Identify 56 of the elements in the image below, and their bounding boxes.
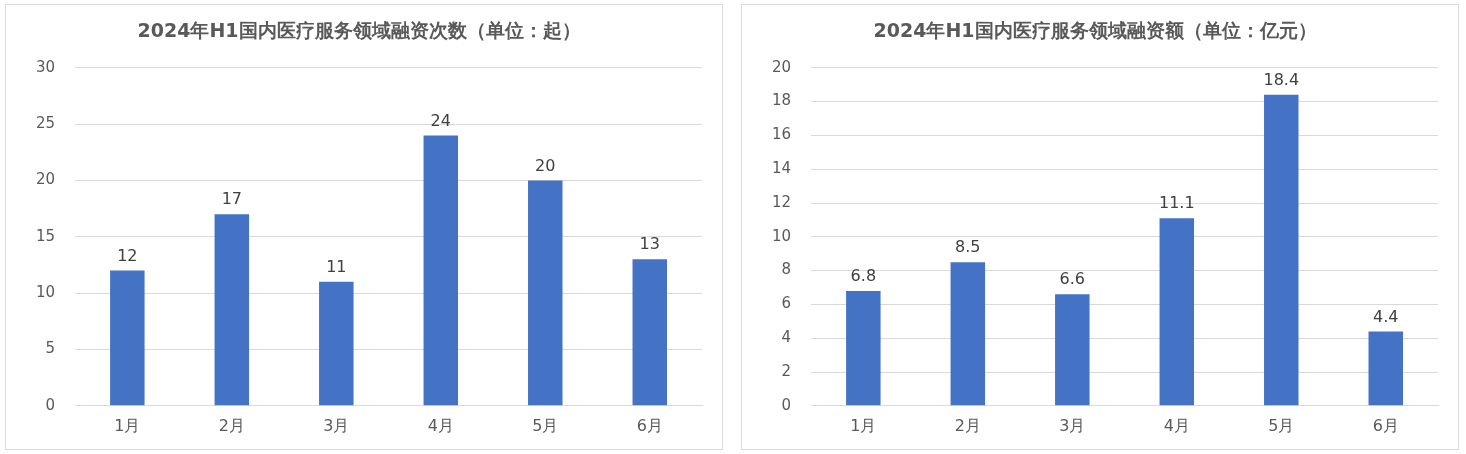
x-tick-label: 5月: [1268, 415, 1295, 435]
y-tick-label: 10: [35, 283, 56, 302]
data-label: 11: [326, 257, 347, 277]
x-tick-label: 2月: [954, 415, 981, 435]
bar: [214, 214, 250, 406]
y-tick-label: 25: [35, 114, 56, 133]
bar: [632, 259, 667, 406]
x-tick-label: 3月: [323, 415, 350, 435]
data-label: 17: [221, 189, 242, 209]
y-tick-label: 30: [35, 57, 56, 76]
y-tick-label: 0: [45, 395, 56, 414]
y-tick-label: 16: [771, 125, 792, 144]
y-tick-label: 4: [781, 328, 792, 347]
y-tick-label: 8: [781, 260, 792, 279]
data-label: 8.5: [955, 237, 981, 257]
x-tick-label: 6月: [1372, 415, 1399, 435]
data-label: 18.4: [1263, 70, 1300, 89]
y-tick-label: 0: [781, 395, 792, 414]
y-tick-label: 2: [781, 361, 792, 380]
bar: [1159, 218, 1195, 406]
x-tick-label: 5月: [532, 415, 559, 435]
y-tick-label: 10: [771, 226, 792, 245]
x-tick-label: 1月: [114, 415, 141, 435]
y-tick-label: 15: [35, 226, 56, 245]
x-tick-label: 2月: [218, 415, 245, 435]
y-tick-label: 12: [771, 192, 792, 211]
data-label: 24: [430, 110, 451, 130]
data-label: 4.4: [1373, 306, 1399, 326]
x-tick-label: 6月: [636, 415, 663, 435]
y-tick-label: 20: [771, 57, 792, 76]
bar: [1264, 94, 1299, 406]
y-tick-label: 14: [771, 159, 792, 178]
bar: [1368, 331, 1403, 406]
bar: [423, 135, 459, 406]
x-tick-label: 4月: [427, 415, 454, 435]
x-tick-label: 4月: [1163, 415, 1190, 435]
bar: [528, 180, 563, 406]
y-tick-label: 5: [45, 339, 56, 358]
data-label: 6.8: [850, 266, 877, 286]
x-tick-label: 3月: [1059, 415, 1086, 435]
data-label: 11.1: [1158, 193, 1195, 213]
data-label: 20: [535, 155, 556, 175]
bar: [1055, 294, 1090, 406]
data-label: 13: [639, 234, 660, 254]
y-tick-label: 20: [35, 170, 56, 189]
bar: [950, 262, 986, 406]
bar: [846, 290, 881, 406]
bar: [319, 281, 354, 406]
data-label: 6.6: [1059, 269, 1086, 289]
y-tick-label: 18: [771, 91, 792, 110]
x-tick-label: 1月: [850, 415, 877, 435]
chart-title: 2024年H1国内医疗服务领域融资次数（单位：起）: [137, 19, 581, 42]
bar: [110, 270, 145, 406]
chart-title: 2024年H1国内医疗服务领域融资额（单位：亿元）: [873, 19, 1317, 42]
data-label: 12: [117, 245, 138, 265]
y-tick-label: 6: [781, 294, 792, 313]
